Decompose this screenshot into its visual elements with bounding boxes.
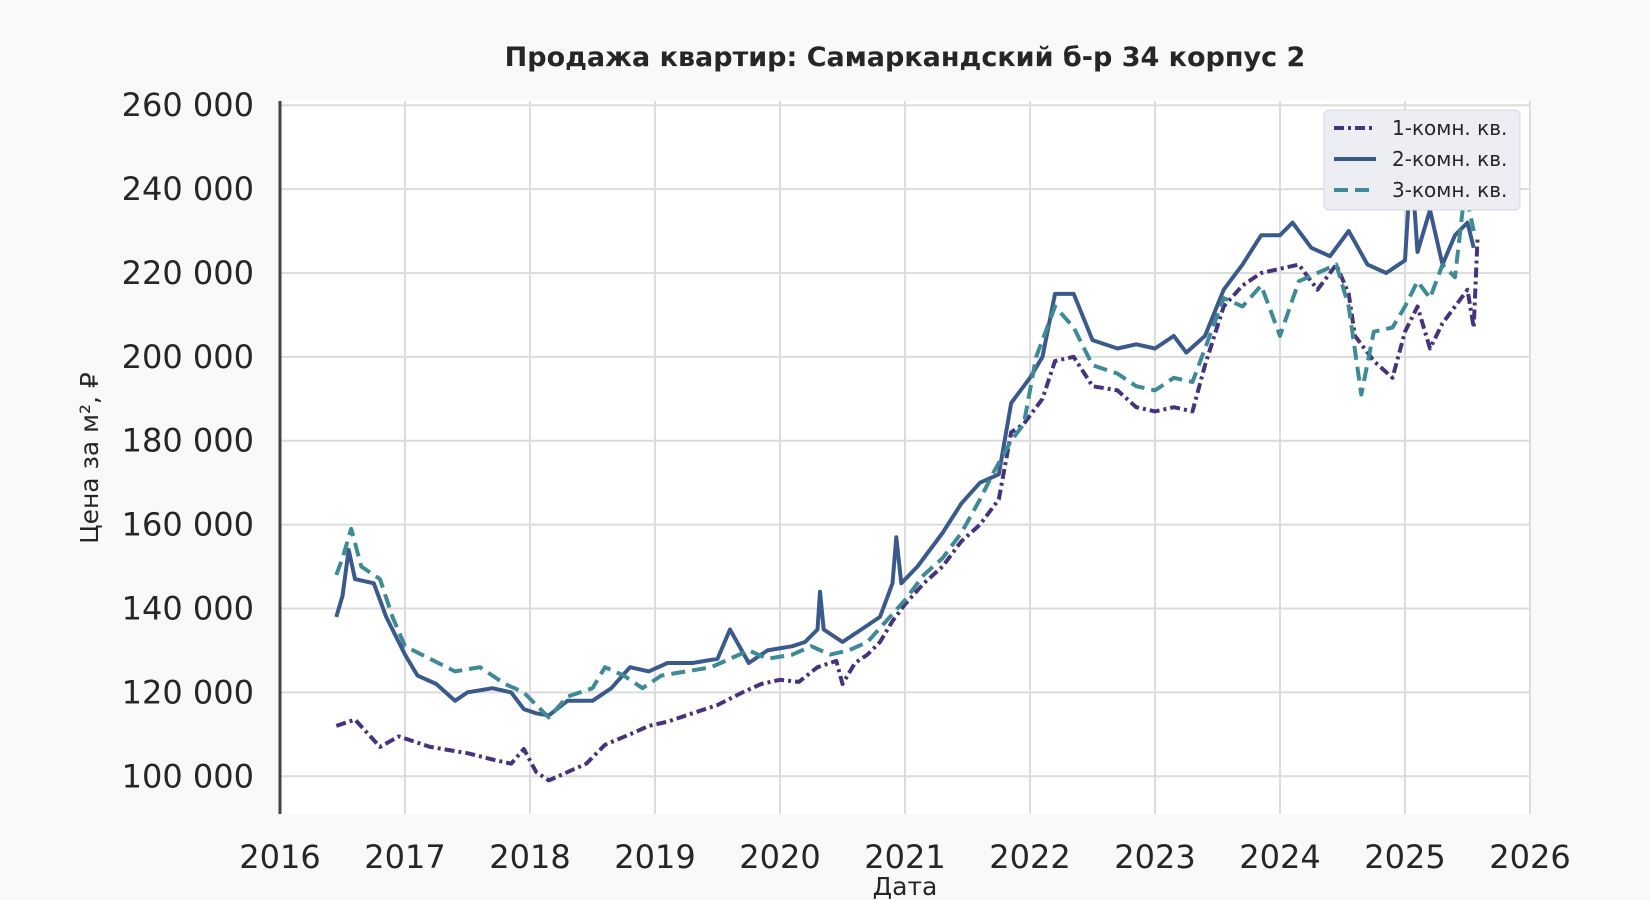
y-tick-label: 220 000 <box>122 254 254 292</box>
y-tick-label: 240 000 <box>122 170 254 208</box>
legend: 1-комн. кв. 2-комн. кв. 3-комн. кв. <box>1323 109 1521 211</box>
series-line-2 <box>334 157 1476 718</box>
chart-title: Продажа квартир: Самаркандский б-р 34 ко… <box>505 42 1306 73</box>
x-tick-label: 2024 <box>1239 838 1320 876</box>
x-axis-label: Дата <box>873 872 938 900</box>
series-line-1 <box>335 239 1480 783</box>
y-tick-label: 100 000 <box>122 757 254 795</box>
legend-label: 3-комн. кв. <box>1392 178 1507 202</box>
y-tick-label: 160 000 <box>122 506 254 544</box>
legend-label: 1-комн. кв. <box>1392 116 1507 140</box>
y-axis-label: Цена за м², ₽ <box>75 372 104 544</box>
series-line-3 <box>334 187 1476 720</box>
x-tick-label: 2026 <box>1489 838 1570 876</box>
x-tick-label: 2023 <box>1114 838 1195 876</box>
y-tick-label: 180 000 <box>122 422 254 460</box>
y-tick-label: 260 000 <box>122 86 254 124</box>
legend-box <box>1323 109 1521 211</box>
x-tick-label: 2022 <box>989 838 1070 876</box>
x-tick-label: 2019 <box>614 838 695 876</box>
y-ticks: 100 000 120 000 140 000 160 000 180 000 200 0… <box>122 86 254 795</box>
x-ticks: 2016 2017 2018 2019 2020 2021 2022 2023 2024 2025… <box>239 838 1570 876</box>
y-tick-label: 140 000 <box>122 589 254 627</box>
x-tick-label: 2017 <box>364 838 445 876</box>
x-tick-label: 2020 <box>739 838 820 876</box>
x-tick-label: 2016 <box>239 838 320 876</box>
legend-label: 2-комн. кв. <box>1392 147 1507 171</box>
y-tick-label: 200 000 <box>122 338 254 376</box>
grid <box>280 101 1531 814</box>
x-tick-label: 2021 <box>864 838 945 876</box>
y-tick-label: 120 000 <box>122 673 254 711</box>
x-tick-label: 2025 <box>1364 838 1445 876</box>
series-lines <box>334 157 1480 783</box>
x-tick-label: 2018 <box>489 838 570 876</box>
